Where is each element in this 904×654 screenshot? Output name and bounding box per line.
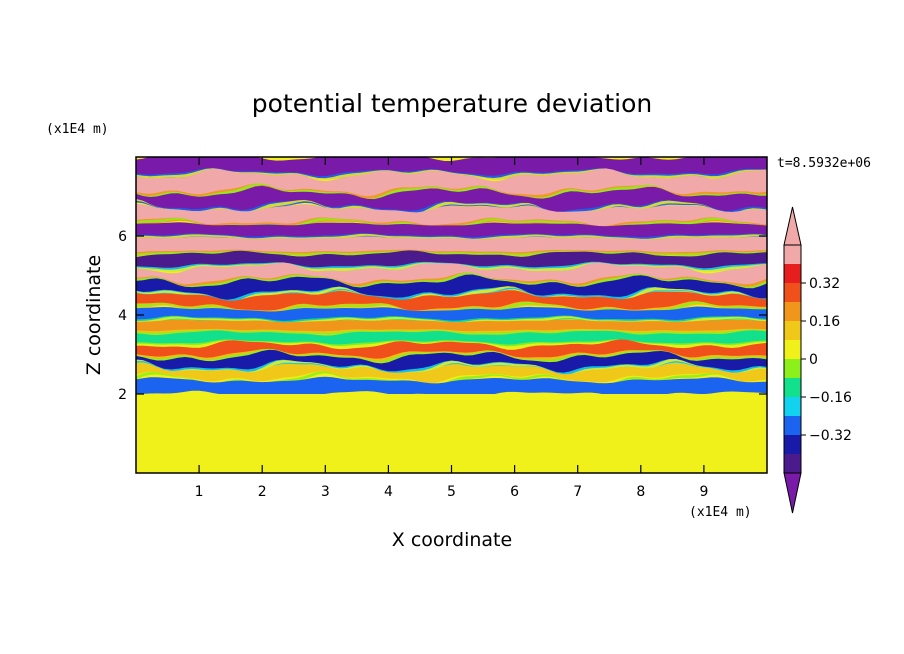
colorbar-tick-label: 0 [809,352,818,368]
x-tick-label: 1 [195,484,204,500]
colorbar: 0.32 0.16 0 −0.16 −0.32 [783,206,852,514]
contour-layer [136,236,767,256]
contour-layer [136,203,767,229]
time-label: t=8.5932e+06 [777,156,871,171]
y-unit-label: (x1E4 m) [46,122,109,137]
contour-edge [136,348,767,363]
colorbar-tick-label: 0.32 [809,276,840,292]
contour-edge [136,199,767,216]
chart-title: potential temperature deviation [252,89,652,118]
y-tick-label: 4 [118,308,127,324]
colorbar-extend-top [783,206,802,246]
y-tick-label: 2 [118,387,127,403]
contour-patch [325,413,528,446]
x-tick-label: 4 [384,484,393,500]
contour-field [136,157,767,473]
colorbar-tick-label: −0.32 [809,428,852,444]
colorbar-segment [784,416,801,435]
contour-patch [552,437,667,462]
y-tick-label: 6 [118,229,127,245]
x-unit-label: (x1E4 m) [689,505,752,520]
x-axis-label: X coordinate [392,529,512,551]
colorbar-segment [784,378,801,397]
colorbar-segment [784,340,801,359]
contour-layer [136,274,767,303]
x-axis-ticks: 1 2 3 4 5 6 7 8 9 [195,157,708,500]
x-tick-label: 5 [447,484,456,500]
colorbar-segment [784,321,801,340]
contour-edge [136,359,767,376]
contour-edge [136,286,767,305]
colorbar-segment [784,435,801,454]
x-tick-label: 2 [258,484,267,500]
contour-layer [136,376,767,397]
colorbar-tick-label: −0.16 [809,390,852,406]
x-tick-label: 6 [510,484,519,500]
contour-layer [136,222,767,240]
contour-patch [647,405,736,430]
colorbar-segment [784,264,801,283]
x-tick-label: 8 [636,484,645,500]
y-axis-ticks: 2 4 6 [118,229,767,403]
contour-edge [136,272,767,289]
contour-patch [249,453,389,470]
contour-edge [136,371,767,387]
x-tick-label: 9 [699,484,708,500]
y-axis-label: Z coordinate [83,255,105,375]
colorbar-segment [784,397,801,416]
colorbar-segment [784,302,801,321]
contour-edge [136,198,767,216]
contour-edge [136,250,767,256]
colorbar-extend-bottom [783,472,802,514]
x-tick-label: 7 [573,484,582,500]
contour-patch [148,423,275,452]
colorbar-segment [784,454,801,473]
contour-edge [136,358,767,377]
colorbar-segment [784,245,801,264]
colorbar-tick-label: 0.16 [809,314,840,330]
colorbar-segment [784,283,801,302]
contour-patch [136,399,193,420]
x-tick-label: 3 [321,484,330,500]
colorbar-segment [784,359,801,378]
